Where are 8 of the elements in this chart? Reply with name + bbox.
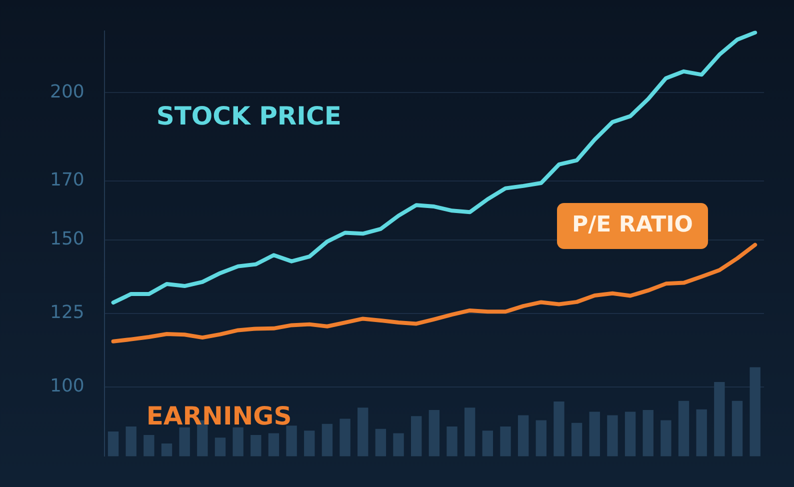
y-tick-label: 170 xyxy=(50,170,84,191)
annotation: P/E RATIO xyxy=(572,212,693,238)
y-tick-label: 200 xyxy=(50,81,84,102)
y-tick-label: 125 xyxy=(50,302,84,324)
text: STOCK PRICE xyxy=(156,101,342,130)
text: EARNINGS xyxy=(146,401,292,430)
y-tick-label: 150 xyxy=(50,228,84,250)
y-tick-label: 100 xyxy=(50,376,84,397)
